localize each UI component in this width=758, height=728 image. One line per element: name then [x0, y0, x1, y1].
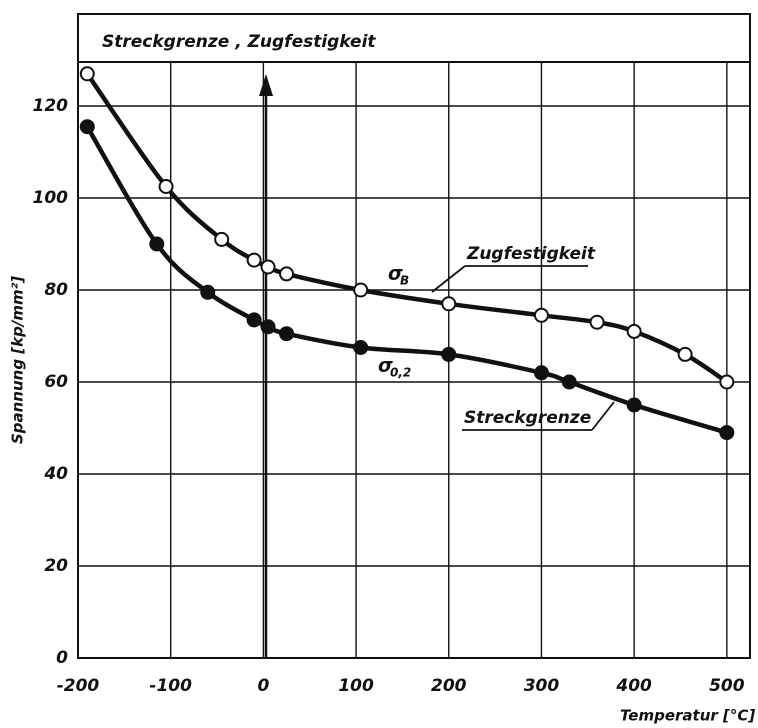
- y-tick-label: 80: [44, 280, 68, 300]
- data-point: [79, 119, 95, 135]
- y-tick-label: 40: [43, 464, 68, 484]
- data-point: [279, 326, 295, 342]
- chart-title: Streckgrenze , Zugfestigkeit: [102, 32, 376, 52]
- data-point: [260, 319, 276, 335]
- y-tick-label: 0: [56, 648, 68, 668]
- data-point: [441, 346, 457, 362]
- data-point: [149, 236, 165, 252]
- x-tick-label: 0: [257, 676, 269, 696]
- x-axis-label: Temperatur [°C]: [620, 707, 755, 725]
- data-point: [626, 397, 642, 413]
- legend-label: Streckgrenze: [464, 408, 591, 428]
- curve-symbol: σ: [378, 355, 393, 377]
- y-tick-label: 100: [33, 188, 69, 208]
- x-tick-label: 200: [431, 676, 467, 696]
- data-point: [561, 374, 577, 390]
- curve-symbol: σ: [388, 263, 403, 285]
- curve: [85, 125, 728, 435]
- data-point: [589, 314, 605, 330]
- header-box: [77, 13, 751, 63]
- x-tick-label: 300: [524, 676, 560, 696]
- x-tick-label: 400: [615, 676, 652, 696]
- leader-line: [431, 265, 466, 293]
- data-point: [246, 312, 262, 328]
- data-point: [246, 252, 262, 268]
- data-point: [719, 425, 735, 441]
- x-tick-label: -100: [149, 676, 192, 696]
- data-point: [158, 179, 174, 194]
- data-point: [626, 323, 642, 339]
- y-axis-label: Spannung [kp/mm²]: [9, 276, 27, 444]
- data-point: [677, 346, 693, 362]
- leader-line: [591, 401, 615, 431]
- data-point: [533, 365, 549, 381]
- data-point: [533, 307, 549, 323]
- y-tick-label: 60: [44, 372, 68, 392]
- x-tick-label: 500: [709, 676, 745, 696]
- grid: [77, 14, 750, 659]
- legend-label: Zugfestigkeit: [466, 244, 596, 264]
- x-tick-label: 100: [338, 676, 374, 696]
- arrow-head: [259, 74, 273, 96]
- curve-subscript: 0,2: [390, 366, 411, 380]
- curve-subscript: B: [400, 274, 409, 288]
- data-point: [441, 296, 457, 312]
- x-tick-label: -200: [57, 676, 100, 696]
- data-point: [260, 259, 276, 275]
- y-tick-label: 20: [44, 556, 68, 576]
- data-point: [200, 284, 216, 300]
- y-tick-label: 120: [33, 96, 69, 116]
- data-point: [279, 266, 295, 282]
- data-point: [353, 340, 369, 355]
- data-point: [214, 231, 230, 247]
- data-point: [79, 66, 95, 82]
- data-point: [353, 282, 369, 298]
- data-point: [719, 374, 735, 390]
